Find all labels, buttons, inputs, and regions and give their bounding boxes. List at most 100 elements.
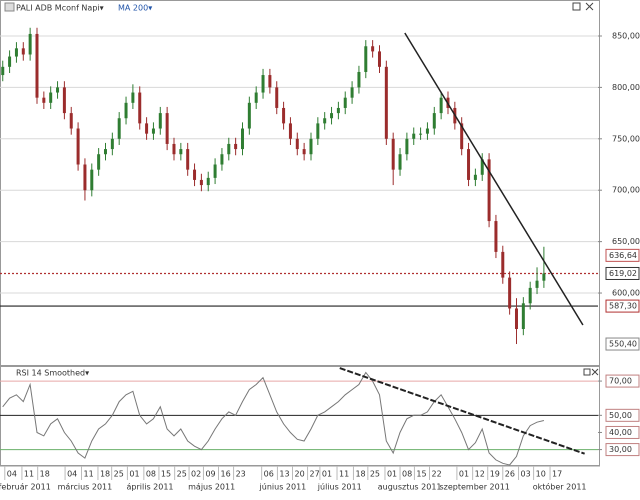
candle-body: [480, 159, 484, 175]
value-label: 619,02: [609, 269, 637, 278]
candle-body: [172, 143, 176, 155]
month-label: május 2011: [188, 483, 235, 492]
candle-body: [528, 287, 532, 304]
candle-body: [439, 97, 443, 114]
candle-body: [35, 33, 39, 98]
x-tick-label: 17: [552, 470, 562, 479]
candle-body: [124, 102, 128, 119]
candle-body: [151, 128, 155, 134]
candle-body: [501, 251, 505, 278]
candle-body: [227, 143, 231, 155]
candle-body: [432, 113, 436, 129]
x-tick-label: 18: [100, 470, 110, 479]
candle-body: [508, 277, 512, 309]
candle-body: [384, 66, 388, 139]
value-box: [605, 299, 640, 313]
maximize-button[interactable]: [572, 2, 581, 11]
y-tick-label: 800,00: [612, 83, 640, 92]
candle-body: [275, 87, 279, 108]
x-tick-label: 11: [24, 470, 34, 479]
candle-body: [419, 133, 423, 135]
rsi-maximize[interactable]: [583, 368, 591, 376]
candle-body: [521, 303, 525, 330]
candle-body: [56, 87, 60, 93]
candle-body: [535, 280, 539, 288]
candle-body: [282, 107, 286, 124]
x-tick-label: 01: [322, 470, 332, 479]
x-tick-label: 08: [402, 470, 412, 479]
candle-body: [391, 138, 395, 170]
y-tick-label: 850,00: [612, 31, 640, 40]
close-button[interactable]: [585, 2, 594, 11]
month-label: október 2011: [533, 482, 587, 492]
candle-body: [288, 123, 292, 139]
y-tick-label: 40,00: [609, 428, 632, 437]
candle-body: [377, 51, 381, 67]
candle-body: [371, 46, 375, 52]
value-box: [605, 374, 640, 388]
x-tick-label: 13: [279, 470, 289, 479]
candle-body: [1, 66, 5, 76]
x-tick-label: 25: [370, 470, 380, 479]
candle-body: [343, 97, 347, 108]
y-tick-label: 600,00: [612, 289, 640, 298]
x-tick-label: 01: [459, 470, 469, 479]
chart-subtitle: MA 200▾: [118, 4, 152, 13]
y-tick-label: 30,00: [609, 445, 632, 454]
candle-body: [28, 33, 32, 55]
month-label: február 2011: [0, 483, 51, 492]
candle-body: [117, 118, 121, 139]
candle-body: [165, 113, 169, 144]
candle-body: [323, 118, 327, 124]
candle-body: [103, 149, 107, 155]
candle-body: [494, 221, 498, 252]
candle-body: [254, 92, 258, 103]
chart-title: PALI ADB Mconf Napi▾: [16, 4, 104, 13]
trendline: [404, 32, 584, 326]
candle-body: [14, 48, 18, 57]
candle-body: [220, 154, 224, 165]
candle-body: [330, 113, 334, 119]
x-tick-label: 18: [355, 470, 365, 479]
rsi-trendline: [339, 367, 585, 455]
y-tick-label: 650,00: [612, 237, 640, 246]
candle-body: [247, 102, 251, 129]
value-label: 550,40: [609, 340, 637, 349]
x-tick-label: 01: [387, 470, 397, 479]
rsi-close[interactable]: [591, 368, 599, 376]
x-tick-label: 25: [114, 470, 124, 479]
candle-body: [473, 174, 477, 180]
month-label: április 2011: [127, 483, 174, 492]
x-tick-label: 06: [264, 470, 274, 479]
x-tick-label: 19: [490, 470, 500, 479]
candle-body: [186, 149, 190, 170]
value-box: [605, 266, 640, 280]
x-tick-label: 15: [416, 470, 426, 479]
candle-body: [90, 169, 94, 191]
candle-body: [49, 92, 53, 103]
candle-body: [460, 123, 464, 150]
x-tick-label: 20: [294, 470, 304, 479]
candle-body: [21, 48, 25, 55]
candle-body: [336, 107, 340, 114]
y-tick-label: 750,00: [612, 134, 640, 143]
month-label: szeptember 2011: [439, 483, 509, 492]
x-tick-label: 25: [177, 470, 187, 479]
y-tick-label: 70,00: [609, 377, 632, 386]
value-box: [605, 337, 640, 351]
value-box: [605, 408, 640, 422]
candle-body: [309, 138, 313, 155]
y-tick-label: 700,00: [612, 186, 640, 195]
x-tick-label: 09: [205, 470, 215, 479]
x-tick-label: 11: [339, 470, 349, 479]
candle-body: [234, 143, 238, 150]
candle-body: [316, 123, 320, 139]
x-tick-label: 26: [505, 470, 515, 479]
candle-body: [487, 159, 491, 222]
x-tick-label: 16: [221, 470, 231, 479]
month-label: július 2011: [317, 483, 362, 492]
candle-body: [213, 164, 217, 178]
panel-icon: [4, 2, 15, 12]
